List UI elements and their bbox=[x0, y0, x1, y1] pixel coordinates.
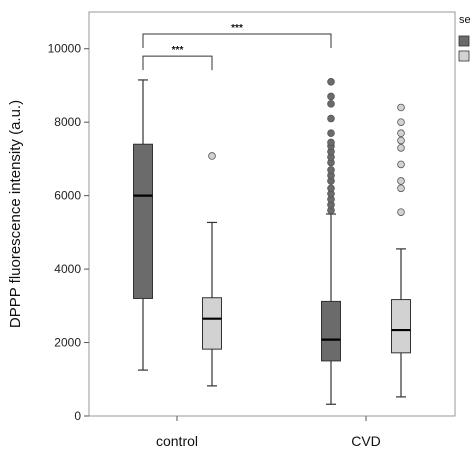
box-cvd-group1 bbox=[321, 77, 341, 405]
outlier-point bbox=[327, 129, 335, 138]
legend: se bbox=[458, 14, 471, 62]
significance-bracket: *** bbox=[142, 45, 213, 71]
legend-swatch-group1 bbox=[458, 35, 470, 47]
x-axis: control CVD bbox=[156, 416, 381, 449]
outlier-point bbox=[208, 152, 216, 160]
outlier-point bbox=[397, 144, 405, 152]
outlier-point bbox=[397, 136, 405, 145]
y-tick-label: 0 bbox=[74, 409, 81, 423]
significance-label: *** bbox=[231, 23, 243, 34]
outlier-point bbox=[397, 118, 405, 126]
outlier-point bbox=[327, 166, 335, 174]
outlier-point bbox=[397, 184, 405, 193]
outlier-point bbox=[397, 160, 405, 169]
legend-swatch-group2 bbox=[458, 50, 470, 62]
outlier-point bbox=[327, 138, 335, 147]
outlier-point bbox=[327, 92, 335, 101]
boxes bbox=[133, 77, 411, 405]
significance-bracket: *** bbox=[142, 23, 332, 49]
y-tick-label: 6000 bbox=[54, 189, 81, 203]
box-body bbox=[202, 297, 222, 350]
bracket-line bbox=[142, 33, 332, 49]
box-body bbox=[133, 143, 153, 299]
y-axis: 0 2000 4000 6000 8000 10000 bbox=[48, 42, 89, 423]
x-tick-label: CVD bbox=[351, 433, 381, 449]
outlier-point bbox=[397, 177, 405, 185]
y-tick-label: 10000 bbox=[48, 42, 82, 56]
outlier-point bbox=[327, 184, 335, 193]
y-tick-label: 2000 bbox=[54, 336, 81, 350]
outlier-point bbox=[327, 77, 335, 86]
y-tick-label: 8000 bbox=[54, 115, 81, 129]
box-body bbox=[321, 300, 341, 362]
box-cvd-group2 bbox=[391, 103, 411, 398]
y-tick-label: 4000 bbox=[54, 262, 81, 276]
outlier-point bbox=[397, 208, 405, 216]
box-body bbox=[391, 299, 411, 354]
significance-brackets: *** *** bbox=[142, 23, 332, 71]
legend-title: se bbox=[459, 14, 471, 26]
outlier-point bbox=[327, 114, 335, 123]
box-control-group1 bbox=[133, 79, 153, 371]
outlier-point bbox=[397, 129, 405, 138]
plot-frame bbox=[88, 11, 456, 417]
outlier-point bbox=[397, 103, 405, 112]
box-control-group2 bbox=[202, 152, 222, 387]
outlier-point bbox=[327, 100, 335, 108]
y-axis-label: DPPP fluorescence intensity (a.u.) bbox=[7, 100, 24, 328]
significance-label: *** bbox=[172, 45, 184, 56]
x-tick-label: control bbox=[156, 433, 198, 449]
bracket-line bbox=[142, 55, 213, 71]
